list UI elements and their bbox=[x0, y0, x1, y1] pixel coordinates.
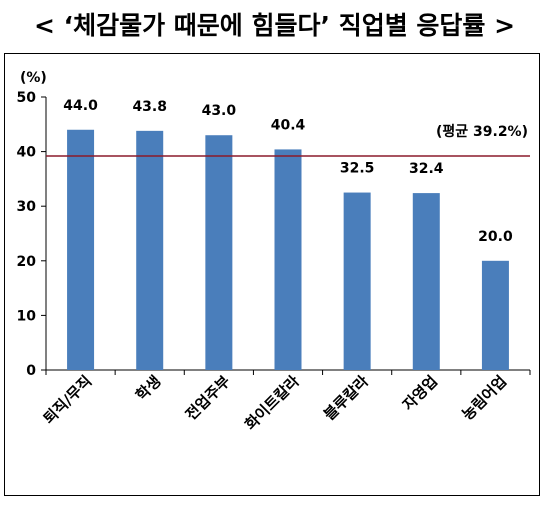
data-label: 44.0 bbox=[63, 98, 98, 114]
y-tick-label: 30 bbox=[17, 199, 37, 215]
bar bbox=[136, 130, 164, 370]
data-label: 40.4 bbox=[271, 117, 306, 133]
data-label: 32.5 bbox=[340, 161, 375, 177]
x-tick-label: 퇴직/무직 bbox=[40, 372, 96, 428]
bar bbox=[274, 149, 302, 370]
page-title: < ‘체감물가 때문에 힘들다’ 직업별 응답률 > bbox=[33, 11, 516, 40]
bar bbox=[205, 135, 233, 370]
data-label: 32.4 bbox=[409, 161, 444, 177]
y-tick-label: 50 bbox=[17, 90, 37, 106]
data-label: 43.8 bbox=[132, 99, 167, 115]
y-tick-label: 10 bbox=[17, 308, 37, 324]
x-tick-label: 전업주부 bbox=[182, 372, 234, 424]
bar bbox=[67, 129, 95, 370]
y-tick-label: 0 bbox=[26, 363, 36, 379]
y-tick-label: 40 bbox=[17, 145, 37, 161]
y-tick-label: 20 bbox=[17, 254, 37, 270]
data-label: 20.0 bbox=[478, 229, 513, 245]
unit-label: (%) bbox=[20, 70, 47, 86]
x-tick-label: 블루칼라 bbox=[320, 372, 372, 424]
x-tick-label: 화이트칼라 bbox=[241, 372, 303, 434]
x-tick-label: 농림어업 bbox=[458, 372, 510, 424]
x-tick-label: 학생 bbox=[132, 372, 164, 404]
bar bbox=[412, 193, 440, 370]
x-tick-label: 자영업 bbox=[399, 372, 441, 414]
bar bbox=[343, 192, 371, 370]
data-label: 43.0 bbox=[202, 103, 237, 119]
average-label: (평균 39.2%) bbox=[436, 123, 528, 140]
bar bbox=[481, 260, 509, 370]
